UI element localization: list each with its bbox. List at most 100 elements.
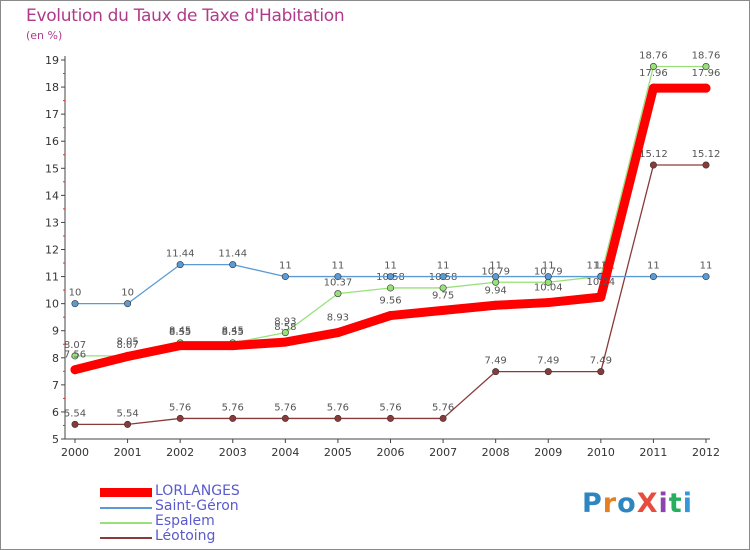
y-tick-label: 16: [45, 135, 59, 148]
logo-letter: P: [582, 488, 603, 519]
logo-letter: X: [636, 488, 659, 519]
y-tick-label: 15: [45, 162, 59, 175]
data-label: 8.55: [222, 327, 244, 338]
data-label: 15.12: [692, 149, 721, 160]
data-point: [334, 414, 342, 422]
data-point: [701, 83, 711, 93]
y-tick-label: 8: [52, 352, 59, 365]
data-point: [597, 368, 605, 376]
data-label: 10.04: [534, 283, 563, 294]
data-label: 7.49: [537, 356, 559, 367]
data-point: [124, 420, 132, 428]
data-label: 11: [647, 261, 660, 272]
data-label: 17.96: [692, 68, 721, 79]
data-point: [124, 300, 132, 308]
data-label: 9.75: [432, 290, 454, 301]
data-label: 18.76: [692, 50, 721, 61]
y-tick-label: 17: [45, 108, 59, 121]
data-point: [491, 300, 501, 310]
data-label: 8.07: [64, 340, 86, 351]
legend-item-lorlanges: LORLANGES: [100, 484, 360, 501]
data-point: [229, 414, 237, 422]
legend-swatch: [100, 522, 152, 524]
data-label: 11: [384, 261, 397, 272]
data-point: [334, 290, 342, 298]
x-tick-label: 2002: [166, 446, 194, 459]
legend-swatch: [100, 537, 152, 539]
x-tick-label: 2012: [692, 446, 720, 459]
y-tick-label: 7: [52, 379, 59, 392]
data-label: 8.05: [116, 336, 138, 347]
y-tick-label: 5: [52, 433, 59, 446]
data-label: 11: [700, 261, 713, 272]
data-point: [544, 273, 552, 281]
data-label: 8.07: [116, 340, 138, 351]
logo-letter: o: [617, 488, 637, 519]
data-label: 11: [489, 261, 502, 272]
data-point: [438, 305, 448, 315]
data-label: 10.79: [534, 266, 563, 277]
data-point: [71, 300, 79, 308]
data-point: [71, 420, 79, 428]
data-label: 10.79: [481, 266, 510, 277]
legend-label: Espalem: [155, 513, 215, 529]
data-point: [439, 284, 447, 292]
data-point: [176, 261, 184, 269]
data-point: [386, 311, 395, 321]
y-tick-label: 13: [45, 216, 59, 229]
legend-item-espalem: Espalem: [100, 513, 360, 531]
data-label: 5.76: [169, 402, 191, 413]
data-label: 10.37: [324, 278, 353, 289]
data-label: 10: [121, 288, 134, 299]
data-label: 7.56: [64, 350, 86, 361]
data-label: 11: [279, 261, 292, 272]
data-label: 11.44: [166, 249, 195, 260]
data-label: 11: [594, 261, 607, 272]
data-label: 11: [332, 261, 345, 272]
data-point: [281, 273, 289, 281]
x-tick-label: 2011: [639, 446, 667, 459]
data-label: 9.56: [379, 296, 401, 307]
proxiti-logo: ProXiti: [582, 488, 693, 519]
data-point: [649, 161, 657, 169]
chart-title: Evolution du Taux de Taxe d'Habitation: [26, 6, 345, 26]
data-point: [281, 414, 289, 422]
data-point: [544, 368, 552, 376]
y-tick-label: 19: [45, 54, 59, 67]
data-label: 7.49: [485, 356, 507, 367]
logo-letter: i: [658, 488, 669, 519]
data-label: 10: [69, 288, 82, 299]
x-tick-label: 2001: [114, 446, 142, 459]
legend-swatch: [100, 488, 152, 497]
data-point: [649, 273, 657, 281]
data-label: 5.76: [222, 402, 244, 413]
data-label: 17.96: [639, 68, 668, 79]
x-tick-label: 2005: [324, 446, 352, 459]
data-label: 11.01: [587, 260, 616, 271]
x-tick-label: 2008: [482, 446, 510, 459]
data-label: 5.76: [432, 402, 454, 413]
data-label: 9.94: [485, 285, 507, 296]
data-label: 8.58: [274, 322, 296, 333]
y-tick-label: 11: [45, 271, 59, 284]
data-point: [596, 292, 606, 302]
y-tick-label: 6: [52, 406, 59, 419]
data-label: 11.44: [218, 249, 247, 260]
legend-label: Léotoing: [155, 528, 216, 544]
data-label: 18.76: [639, 50, 668, 61]
data-point: [334, 273, 342, 281]
y-tick-label: 10: [45, 298, 59, 311]
data-label: 8.45: [169, 326, 191, 337]
data-point: [702, 161, 710, 169]
data-label: 5.76: [379, 402, 401, 413]
data-point: [702, 62, 710, 70]
logo-letter: t: [668, 488, 683, 519]
legend: LORLANGES Saint-Géron Espalem Léotoing: [100, 484, 360, 546]
x-tick-label: 2006: [377, 446, 405, 459]
data-point: [386, 414, 394, 422]
x-tick-label: 2007: [429, 446, 457, 459]
data-point: [702, 273, 710, 281]
data-point: [386, 284, 394, 292]
legend-label: Saint-Géron: [155, 498, 239, 514]
